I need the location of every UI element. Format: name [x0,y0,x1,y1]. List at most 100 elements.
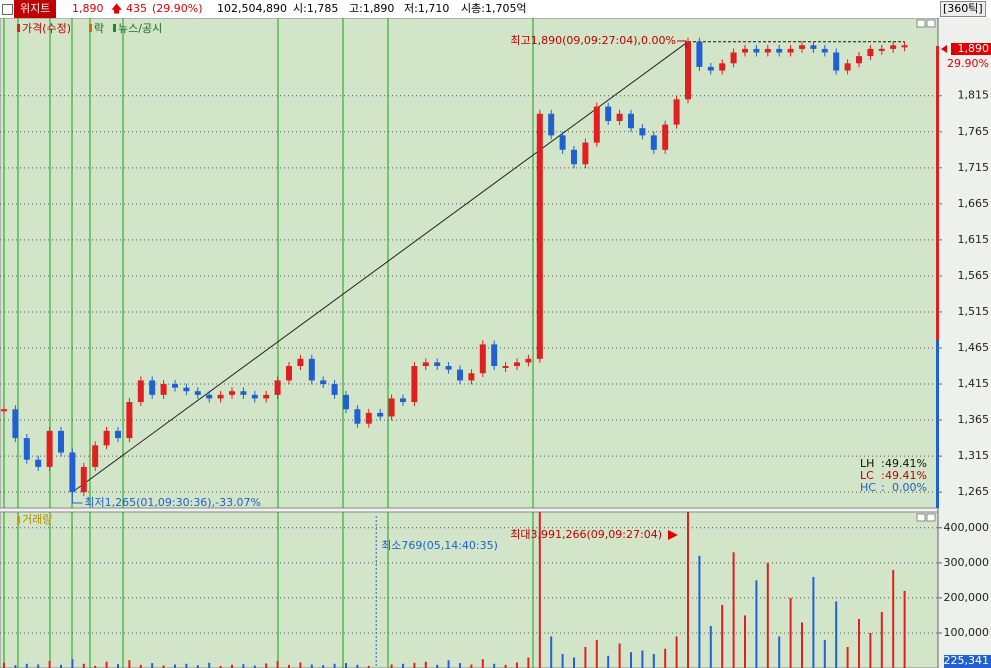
volume-bar [801,622,803,668]
price-range-bar [936,46,939,340]
chart: 1,265 1,315 1,365 1,415 1,465 1,515 1,565 1,615… [0,18,991,668]
stat-label: LH [860,457,874,470]
volume-bar [356,664,359,668]
volume-bar [709,625,712,668]
price: 1,890 [72,2,104,15]
y-tick-label: 1,765 [958,125,990,138]
stock-name[interactable]: 위지트 [14,0,57,18]
volume-bar [869,632,872,668]
volume-bar [892,569,895,668]
panel-button[interactable] [916,513,926,522]
volume-bar [447,660,450,668]
volume-bar [493,663,496,668]
volume-min-annotation: 최소769(05,14:40:35) [381,539,498,552]
volume-bar [744,615,746,668]
volume-bar [151,663,154,668]
volume-bar [105,661,108,668]
market-cap: 시총:1,705억 [461,2,527,15]
period-button[interactable]: [360틱] [940,1,986,17]
volume-bar [265,663,268,668]
volume-bar [675,636,678,668]
volume-bar [846,646,849,668]
volume-bar [595,639,598,668]
stat-label: HC [860,481,876,494]
volume-bar [139,664,142,668]
volume-bar [253,665,256,668]
volume-bar [117,664,119,668]
y-tick-label: 1,515 [958,305,990,318]
legend-swatch [17,516,20,524]
current-volume-box [944,655,991,668]
volume-bar [755,580,758,668]
y-tick-label: 400,000 [944,521,990,534]
volume-bar [504,664,507,668]
up-arrow: 🡅 [111,2,123,15]
stat-value: 49.41% [885,457,927,470]
y-tick-label: 1,465 [958,341,990,354]
volume-bar [185,663,188,668]
volume-bar [82,663,85,668]
volume-bar [630,652,632,668]
volume-max-arrow [668,530,678,540]
volume-bar [242,664,245,668]
volume-bar [14,665,17,668]
y-tick-label: 100,000 [944,626,990,639]
volume-bar [436,664,439,668]
y-tick-label: 1,715 [958,161,990,174]
volume-bar [527,657,530,668]
volume-bar [858,618,860,668]
volume-bar [880,611,883,668]
y-tick-label: 200,000 [944,591,990,604]
volume-bar [48,660,51,668]
legend-swatch [89,24,92,32]
volume-bar [333,663,336,668]
volume-bar [721,604,724,668]
change: 435 [126,2,147,15]
volume-bar [766,562,769,668]
legend-swatch [17,24,20,32]
current-pct: 29.90% [947,57,989,70]
volume-bar [288,664,290,668]
volume-max-annotation: 최대3,991,266(09,09:27:04) [510,528,662,541]
volume-bar [584,646,587,668]
legend-swatch [113,24,116,32]
volume-bar [823,639,826,668]
y-tick-label: 1,665 [958,197,990,210]
y-tick-label: 1,365 [958,413,990,426]
legend-label: 가격(수정) [22,22,71,35]
volume-bar [698,555,701,668]
max-annotation: 최고1,890(09,09:27:04),0.00% [510,34,676,47]
volume-bar [402,663,404,668]
volume-bar [219,665,222,668]
panel-button[interactable] [916,19,926,28]
volume-bar [367,665,370,668]
high: 고:1,890 [349,2,395,15]
volume-bar [618,643,621,668]
volume-bar [208,662,211,668]
stat-value: 49.41% [885,469,927,482]
y-tick-label: 1,815 [958,89,990,102]
panel-button[interactable] [926,513,936,522]
volume-bar [538,512,541,668]
volume-bar [196,665,199,668]
panel-button[interactable] [926,19,936,28]
volume-bar [470,664,473,668]
volume-bar [812,576,815,668]
volume-panel [0,511,939,668]
volume-bar [310,664,313,668]
volume-bar [641,650,644,668]
volume-bar [276,660,279,668]
current-volume: 225,341 [944,654,990,667]
volume-bar [299,662,302,668]
checkbox[interactable] [2,4,13,15]
volume-bar [174,664,176,668]
volume-bar [60,664,62,668]
volume-bar [481,659,484,668]
min-arrow [71,496,83,504]
volume-bar [732,552,735,668]
max-arrow [677,40,687,48]
volume-bar [573,657,575,668]
volume-bar [94,665,97,668]
volume-bar [128,660,131,668]
volume-bar [424,661,427,668]
